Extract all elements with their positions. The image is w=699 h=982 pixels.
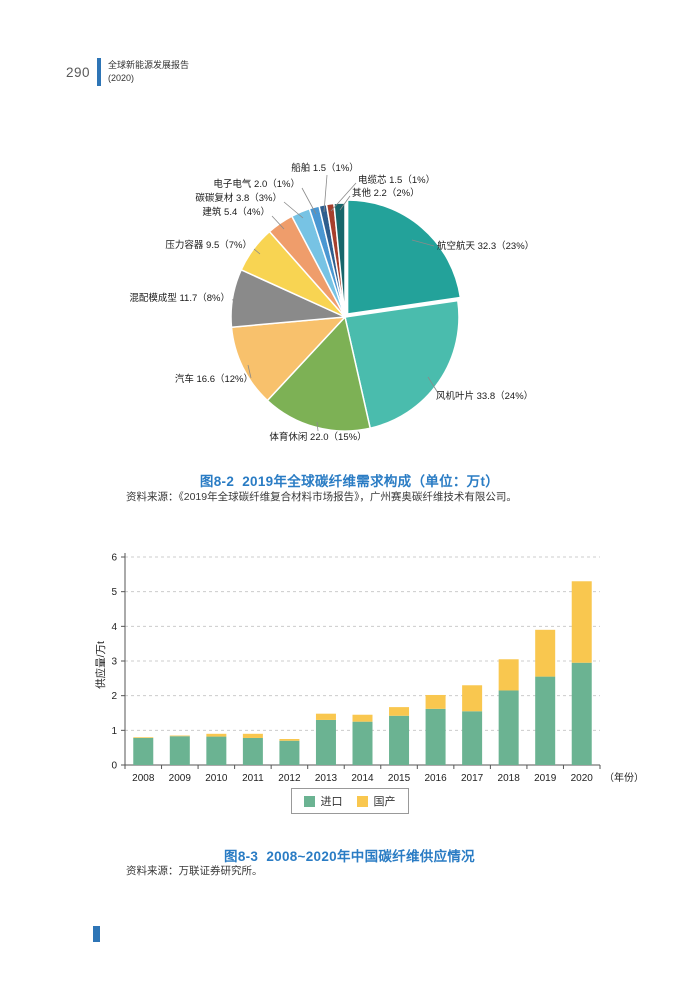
header-accent-bar [97, 58, 102, 86]
x-tick-label: 2011 [242, 773, 264, 784]
y-tick-label: 2 [111, 691, 117, 702]
y-tick-label: 5 [111, 587, 117, 598]
bar-import-2020 [571, 662, 592, 765]
pie-slice-label: 电缆芯 1.5（1%） [358, 174, 435, 186]
figure-bar-caption: 图8-3 2008~2020年中国碳纤维供应情况 [224, 849, 475, 864]
y-tick-label: 0 [111, 761, 117, 772]
pie-leader-line [301, 187, 317, 215]
bar-import-2018 [498, 690, 519, 765]
pie-leader-line [271, 215, 285, 230]
x-tick-label: 2010 [205, 773, 228, 784]
pie-slice-label: 压力容器 9.5（7%） [165, 239, 252, 251]
figure-pie-caption: 图8-2 2019年全球碳纤维需求构成（单位：万t） [199, 474, 500, 489]
pie-leader-line [330, 182, 357, 212]
bar-import-2011 [242, 737, 263, 765]
legend-label-import: 进口 [320, 796, 343, 808]
bar-import-2009 [169, 736, 190, 765]
page-number: 290 [66, 64, 91, 80]
bar-domestic-2013 [315, 713, 336, 720]
y-tick-label: 4 [111, 622, 117, 633]
bar-domestic-2009 [169, 735, 190, 737]
pie-slice-label: 电子电气 2.0（1%） [213, 178, 300, 190]
pie-leader-line [323, 174, 328, 213]
bar-legend: 进口 国产 [290, 788, 409, 814]
x-tick-label: 2009 [169, 773, 192, 784]
pie-slice-label: 风机叶片 33.8（24%） [436, 390, 533, 402]
bar-domestic-2011 [242, 733, 263, 738]
legend-swatch-import [303, 795, 315, 807]
pie-leader-line [231, 298, 238, 301]
x-tick-label: 2013 [315, 773, 338, 784]
x-tick-label: 2017 [461, 773, 484, 784]
x-tick-label: 2012 [278, 773, 301, 784]
footer-accent-mark [93, 926, 100, 942]
page-header: 290 全球新能源发展报告 (2020) [66, 58, 189, 86]
header-subtitle: (2020) [108, 73, 135, 83]
stacked-bar-chart: 0 1 2 3 4 5 6 2008 2009 2010 2011 2012 2013 2014 2015 2… [94, 553, 644, 785]
x-tick-label: 2008 [132, 773, 155, 784]
bar-import-2014 [352, 721, 373, 765]
y-axis-title: 供应量/万t [94, 641, 107, 689]
pie-slice-1 [346, 199, 462, 315]
header-title-block: 全球新能源发展报告 (2020) [108, 59, 189, 84]
pie-leader-line [253, 248, 261, 255]
y-tick-label: 3 [111, 657, 117, 668]
bar-domestic-2018 [498, 659, 519, 691]
bar-domestic-2020 [571, 581, 592, 663]
legend-swatch-domestic [356, 795, 368, 807]
pie-slice-label: 混配模成型 11.7（8%） [129, 292, 230, 304]
figure-pie-source: 资料来源：《2019年全球碳纤维复合材料市场报告》，广州赛奥碳纤维技术有限公司。 [126, 491, 517, 503]
pie-slice-label: 汽车 16.6（12%） [175, 373, 253, 385]
pie-slice-4 [230, 316, 347, 402]
pie-leader-line [339, 195, 351, 211]
x-tick-label: 2019 [534, 773, 557, 784]
bar-domestic-2016 [425, 694, 446, 709]
pie-leader-line [283, 201, 304, 219]
x-axis-unit-label: （年份） [604, 771, 644, 784]
pie-slice-label: 碳碳复材 3.8（3%） [195, 192, 282, 204]
pie-slice-label: 建筑 5.4（4%） [202, 206, 270, 218]
bar-domestic-2017 [462, 685, 483, 712]
bar-import-2012 [279, 740, 300, 765]
pie-slice-label: 体育休闲 22.0（15%） [269, 431, 366, 443]
pie-leader-line [411, 239, 435, 247]
pie-chart: 航空航天 32.3（23%） 风机叶片 33.8（24%） 体育休闲 22.0（15… [129, 162, 534, 443]
pie-slice-3 [266, 315, 372, 432]
bar-import-2015 [389, 715, 410, 765]
bar-import-2017 [462, 711, 483, 765]
bar-import-2016 [425, 708, 446, 765]
bar-domestic-2010 [206, 733, 227, 737]
bar-import-2008 [133, 737, 154, 765]
y-tick-label: 1 [111, 726, 117, 737]
figure-bar-source: 资料来源：万联证券研究所。 [126, 865, 263, 877]
pie-slice-label: 航空航天 32.3（23%） [437, 240, 534, 252]
pie-slice-2 [344, 299, 460, 430]
x-tick-label: 2015 [388, 773, 411, 784]
bar-domestic-2014 [352, 714, 373, 722]
bar-legend-wrap: 进口 国产 [0, 788, 699, 814]
bar-import-2019 [535, 676, 556, 765]
bar-domestic-2019 [535, 629, 556, 677]
pie-leader-line [427, 376, 439, 394]
x-tick-label: 2014 [351, 773, 374, 784]
bar-import-2013 [315, 719, 336, 765]
x-tick-label: 2020 [571, 773, 594, 784]
bar-domestic-2015 [389, 707, 410, 716]
pie-leader-line [316, 421, 319, 432]
bar-import-2010 [206, 736, 227, 765]
x-tick-label: 2018 [498, 773, 521, 784]
pie-slice-label: 船舶 1.5（1%） [291, 162, 359, 174]
pie-leader-line [247, 364, 252, 379]
bar-domestic-2008 [133, 737, 154, 738]
legend-label-domestic: 国产 [373, 796, 396, 808]
bar-domestic-2012 [279, 739, 300, 741]
y-tick-label: 6 [111, 553, 117, 564]
x-tick-label: 2016 [424, 773, 447, 784]
header-title: 全球新能源发展报告 [108, 60, 190, 71]
pie-slice-label: 其他 2.2（2%） [352, 187, 420, 199]
